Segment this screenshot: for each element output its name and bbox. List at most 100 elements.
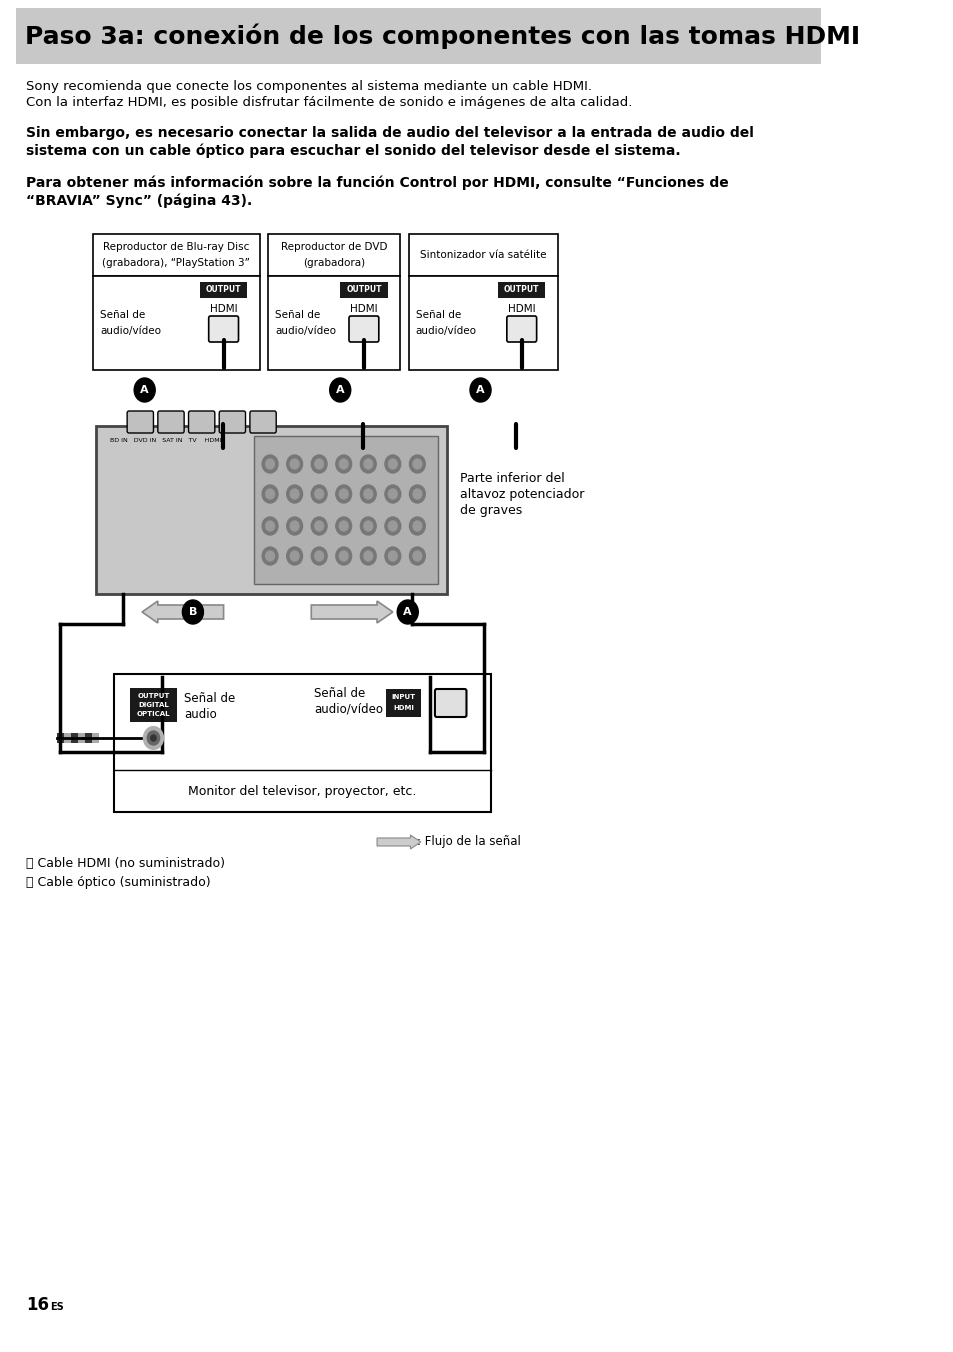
Circle shape — [290, 552, 298, 561]
FancyBboxPatch shape — [349, 316, 378, 342]
Circle shape — [314, 489, 323, 499]
Circle shape — [287, 548, 302, 565]
Circle shape — [339, 458, 348, 469]
Circle shape — [413, 552, 421, 561]
Circle shape — [262, 456, 277, 473]
Text: Paso 3a: conexión de los componentes con las tomas HDMI: Paso 3a: conexión de los componentes con… — [25, 23, 859, 49]
Circle shape — [363, 458, 373, 469]
Circle shape — [134, 379, 155, 402]
Circle shape — [314, 458, 323, 469]
Text: Ⓑ Cable óptico (suministrado): Ⓑ Cable óptico (suministrado) — [27, 876, 211, 890]
Circle shape — [409, 516, 425, 535]
Bar — [254, 435, 438, 584]
FancyArrow shape — [142, 602, 223, 623]
Text: sistema con un cable óptico para escuchar el sonido del televisor desde el siste: sistema con un cable óptico para escucha… — [27, 145, 680, 158]
Circle shape — [413, 521, 421, 531]
Text: Señal de: Señal de — [314, 687, 365, 700]
Text: OUTPUT: OUTPUT — [503, 285, 538, 295]
Text: altavoz potenciador: altavoz potenciador — [460, 488, 584, 502]
Text: DIGITAL: DIGITAL — [138, 702, 169, 708]
Circle shape — [314, 521, 323, 531]
Bar — [408, 276, 558, 370]
Bar — [71, 733, 78, 744]
Circle shape — [287, 485, 302, 503]
Circle shape — [385, 485, 400, 503]
Text: OUTPUT: OUTPUT — [346, 285, 381, 295]
FancyBboxPatch shape — [506, 316, 537, 342]
FancyBboxPatch shape — [127, 411, 153, 433]
Text: B: B — [189, 607, 197, 617]
Text: HDMI: HDMI — [350, 304, 377, 314]
Circle shape — [413, 489, 421, 499]
Circle shape — [290, 521, 298, 531]
Text: de graves: de graves — [460, 504, 522, 516]
Text: A: A — [335, 385, 344, 395]
Text: (grabadora), “PlayStation 3”: (grabadora), “PlayStation 3” — [102, 258, 250, 268]
Text: audio/vídeo: audio/vídeo — [275, 326, 336, 337]
Circle shape — [311, 456, 327, 473]
Circle shape — [385, 548, 400, 565]
Text: A: A — [140, 385, 149, 395]
Circle shape — [360, 485, 375, 503]
Text: audio/vídeo: audio/vídeo — [416, 326, 476, 337]
Circle shape — [335, 485, 352, 503]
Text: “BRAVIA” Sync” (página 43).: “BRAVIA” Sync” (página 43). — [27, 193, 253, 208]
Circle shape — [290, 458, 298, 469]
Bar — [130, 688, 177, 722]
Text: (grabadora): (grabadora) — [303, 258, 365, 268]
Circle shape — [385, 516, 400, 535]
Text: Para obtener más información sobre la función Control por HDMI, consulte “Funcio: Para obtener más información sobre la fu… — [27, 176, 728, 191]
Text: Parte inferior del: Parte inferior del — [460, 472, 564, 485]
Circle shape — [363, 489, 373, 499]
Text: : Flujo de la señal: : Flujo de la señal — [417, 836, 520, 849]
Circle shape — [290, 489, 298, 499]
Circle shape — [311, 485, 327, 503]
Text: Ⓐ Cable HDMI (no suministrado): Ⓐ Cable HDMI (no suministrado) — [27, 857, 225, 869]
Text: 16: 16 — [27, 1297, 50, 1314]
Circle shape — [265, 489, 274, 499]
Bar — [92, 276, 259, 370]
Circle shape — [311, 516, 327, 535]
Circle shape — [335, 456, 352, 473]
Bar — [200, 283, 247, 297]
Text: OUTPUT: OUTPUT — [206, 285, 241, 295]
Text: Con la interfaz HDMI, es posible disfrutar fácilmente de sonido e imágenes de al: Con la interfaz HDMI, es posible disfrut… — [27, 96, 632, 110]
Circle shape — [265, 458, 274, 469]
Circle shape — [396, 600, 417, 625]
Bar — [64, 733, 71, 744]
FancyBboxPatch shape — [209, 316, 238, 342]
Text: Señal de: Señal de — [275, 310, 320, 320]
Circle shape — [363, 521, 373, 531]
Bar — [96, 426, 447, 594]
FancyBboxPatch shape — [189, 411, 214, 433]
FancyArrow shape — [311, 602, 393, 623]
Text: ES: ES — [50, 1302, 64, 1311]
Circle shape — [360, 516, 375, 535]
Bar — [340, 283, 387, 297]
Text: Sin embargo, es necesario conectar la salida de audio del televisor a la entrada: Sin embargo, es necesario conectar la sa… — [27, 126, 754, 141]
Circle shape — [151, 735, 156, 741]
Circle shape — [339, 552, 348, 561]
Circle shape — [265, 521, 274, 531]
Circle shape — [409, 485, 425, 503]
Text: audio/vídeo: audio/vídeo — [314, 703, 382, 717]
Text: Señal de: Señal de — [184, 692, 235, 704]
Circle shape — [470, 379, 491, 402]
Circle shape — [388, 458, 396, 469]
Circle shape — [363, 552, 373, 561]
Bar — [92, 234, 259, 276]
Bar — [408, 234, 558, 276]
Circle shape — [262, 485, 277, 503]
Circle shape — [262, 516, 277, 535]
Text: HDMI: HDMI — [210, 304, 237, 314]
Circle shape — [330, 379, 351, 402]
Bar — [385, 690, 420, 717]
Circle shape — [413, 458, 421, 469]
Text: audio: audio — [184, 708, 216, 721]
Circle shape — [339, 521, 348, 531]
Bar — [85, 733, 92, 744]
Text: Señal de: Señal de — [416, 310, 460, 320]
Circle shape — [335, 516, 352, 535]
Circle shape — [311, 548, 327, 565]
Bar — [78, 733, 85, 744]
